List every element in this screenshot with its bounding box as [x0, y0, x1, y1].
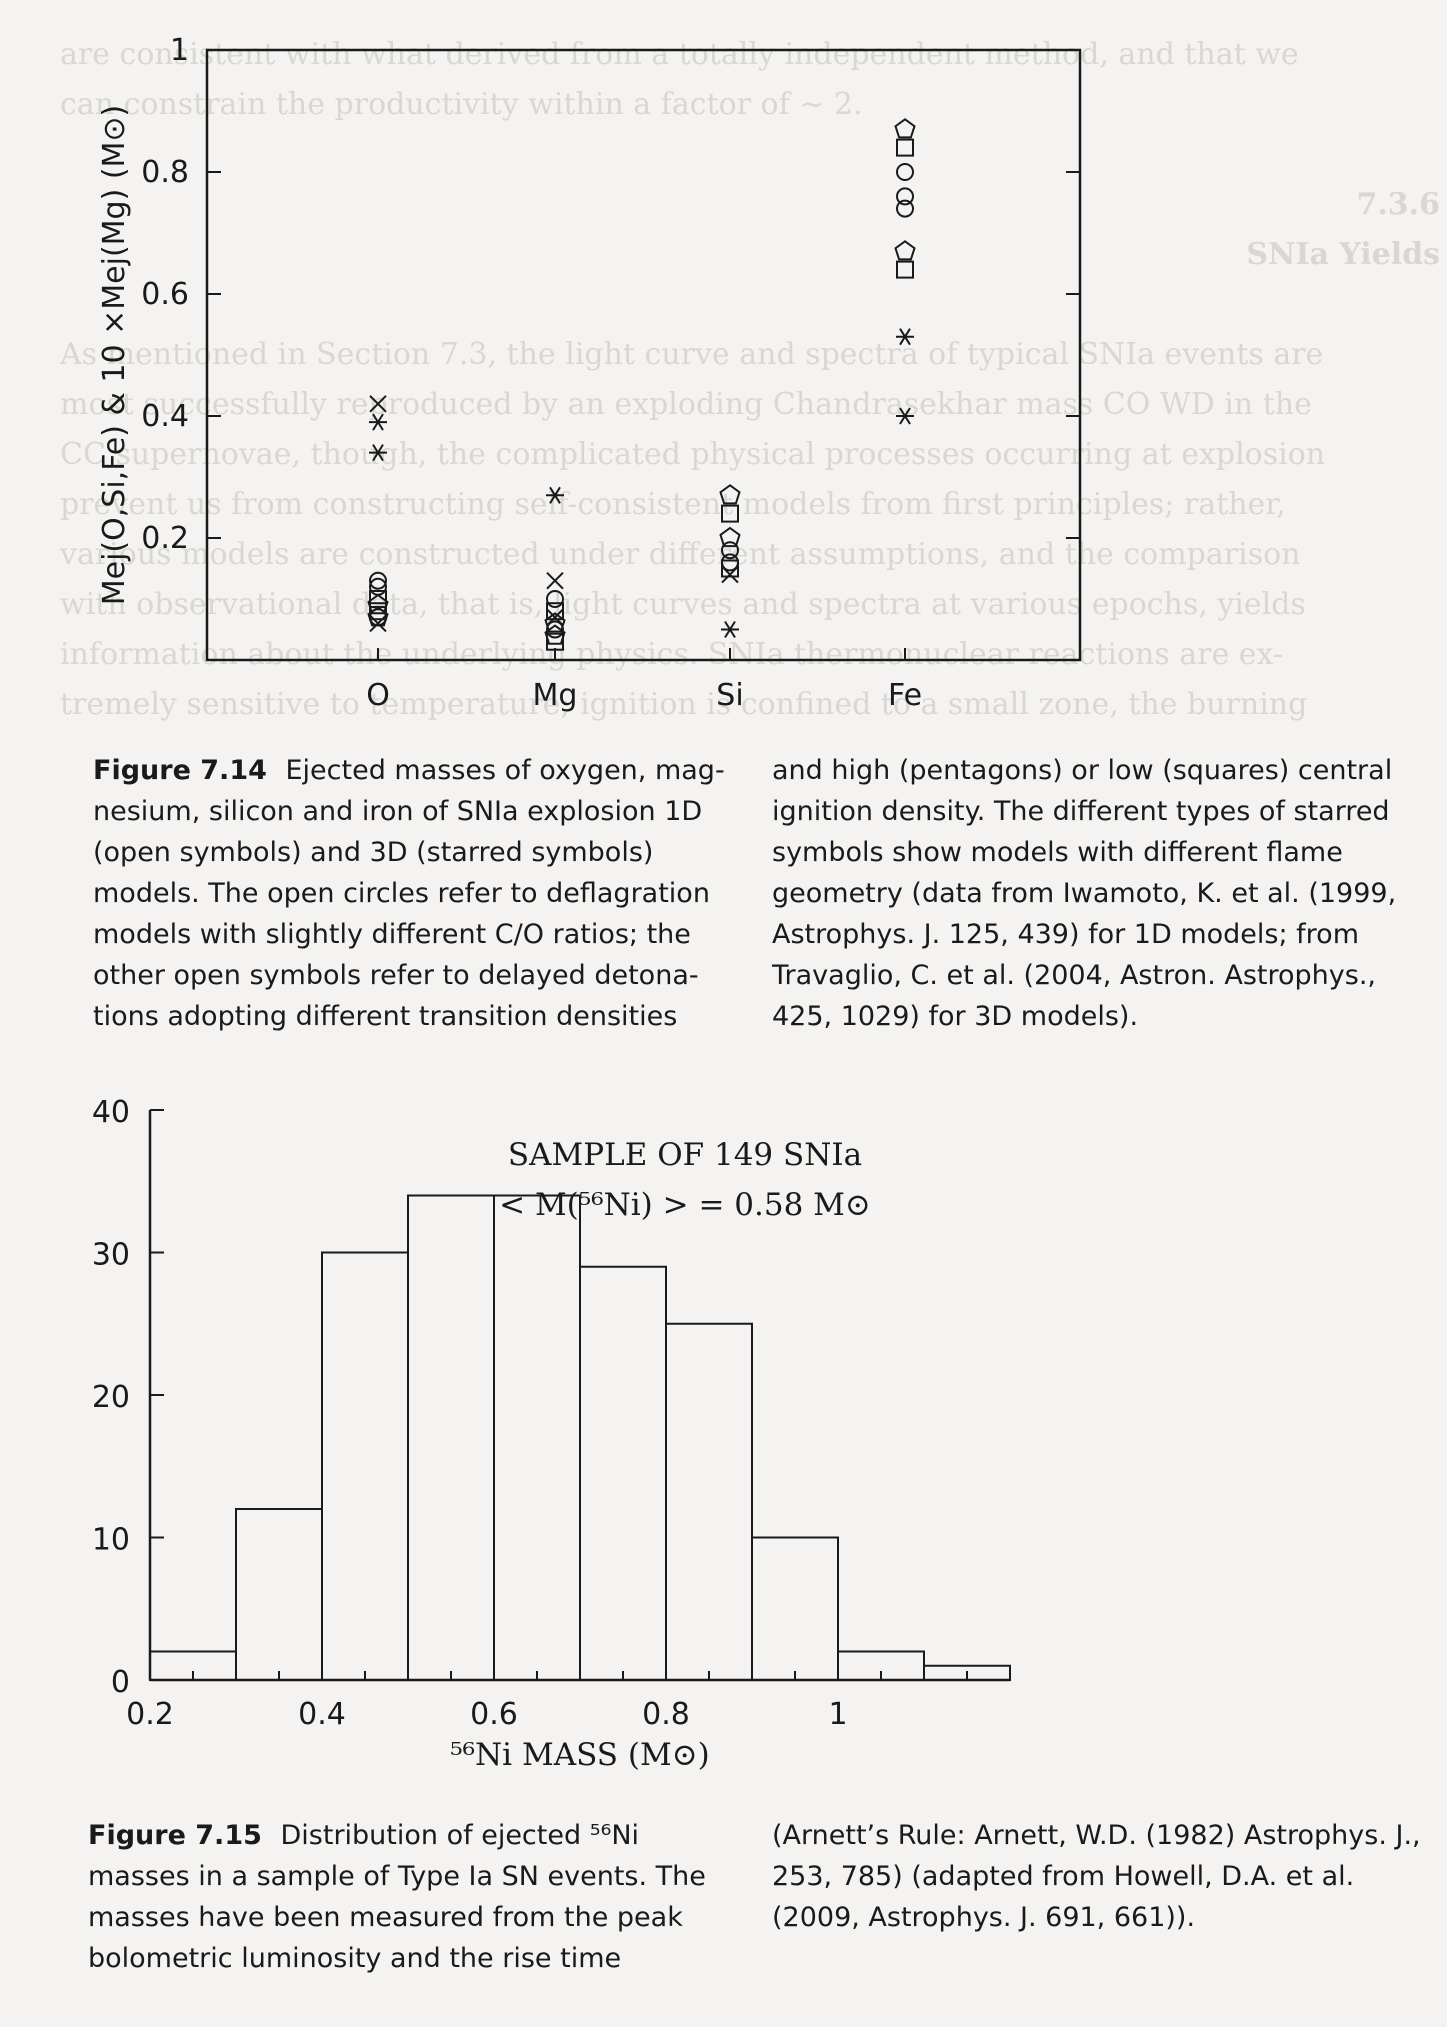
y-tick-label: 0.4: [141, 399, 189, 434]
histogram-bar: [751, 1536, 839, 1681]
circle-point: [546, 620, 564, 639]
star-point: [896, 328, 914, 346]
histogram-bar: [493, 1194, 581, 1681]
circle-point: [896, 187, 914, 206]
histogram-bar: [235, 1508, 323, 1681]
x-tick-label: Mg: [533, 678, 578, 713]
histogram-bar: [321, 1251, 409, 1681]
circle-point: [369, 571, 387, 590]
pentagon-point: [544, 624, 566, 645]
pentagon-point: [544, 612, 566, 633]
circle-point: [896, 163, 914, 181]
x-tick-label: Fe: [888, 678, 922, 713]
square-point: [896, 138, 914, 157]
histogram-bar: [923, 1664, 1011, 1681]
x-tick-label: 0.4: [298, 1697, 346, 1732]
figure-7-15-caption-right: (Arnett’s Rule: Arnett, W.D. (1982) Astr…: [772, 1815, 1432, 1938]
y-tick-label: 30: [92, 1238, 130, 1273]
square-point: [546, 602, 564, 621]
square-point: [721, 559, 739, 578]
pentagon-point: [367, 593, 389, 615]
figure-7-14-caption-left: Figure 7.14 Ejected masses of oxygen, ma…: [93, 750, 733, 1037]
star-point: [721, 620, 739, 639]
figure-7-14-caption-text-right: and high (pentagons) or low (squares) ce…: [772, 755, 1397, 1032]
y-tick-label: 0.6: [141, 277, 189, 312]
plot-frame: [205, 48, 1082, 662]
x-tick-label: 0.2: [126, 1697, 174, 1732]
square-point: [546, 632, 564, 651]
square-point: [721, 504, 739, 523]
circle-point: [896, 199, 914, 218]
y-tick-label: 0.2: [141, 521, 189, 556]
histogram-bar: [665, 1322, 753, 1681]
y-tick-label: 0.8: [141, 155, 189, 190]
pentagon-point: [719, 526, 741, 548]
cross-point: [546, 608, 564, 627]
x-tick-label: O: [366, 678, 390, 713]
circle-point: [546, 590, 564, 608]
star-point: [369, 444, 387, 462]
pentagon-point: [719, 484, 741, 505]
annotation-sample-size: SAMPLE OF 149 SNIa: [508, 1137, 862, 1173]
cross-point: [369, 395, 387, 413]
pentagon-point: [894, 118, 916, 139]
y-tick-label: 20: [92, 1380, 130, 1415]
y-tick-label: 0: [111, 1665, 130, 1700]
figure-7-15-chart: 0 10 20 30 40 0.2 0.4 0.6 0.8 1 SAMPLE OF 149 SNIa…: [92, 1095, 1011, 1773]
x-tick-label: 1: [828, 1697, 847, 1732]
figure-7-15-label: Figure 7.15: [88, 1820, 262, 1851]
y-axis-label: Mej(O,Si,Fe) & 10 ×Mej(Mg) (M⊙): [97, 105, 132, 606]
star-point: [546, 486, 564, 504]
annotation-mean-mass: < M(⁵⁶Ni) > = 0.58 M⊙: [499, 1187, 871, 1223]
square-point: [369, 602, 387, 621]
cross-point: [546, 571, 564, 590]
x-tick-label: Si: [716, 678, 743, 713]
pentagon-point: [367, 606, 389, 627]
figure-7-14-caption-right: and high (pentagons) or low (squares) ce…: [772, 750, 1432, 1037]
y-tick-label: 1: [170, 33, 189, 68]
star-point: [369, 413, 387, 431]
circle-point: [721, 541, 739, 560]
figure-7-15-caption-left: Figure 7.15 Distribution of ejected ⁵⁶Ni…: [88, 1815, 748, 1979]
x-tick-label: 0.6: [470, 1697, 518, 1732]
histogram-bar: [579, 1265, 667, 1681]
star-point: [896, 407, 914, 425]
y-tick-label: 40: [92, 1095, 130, 1130]
figure-7-15-caption-text-left: Distribution of ejected ⁵⁶Ni masses in a…: [88, 1820, 706, 1974]
figure-7-14-label: Figure 7.14: [93, 755, 267, 786]
histogram-bar: [407, 1194, 495, 1681]
pentagon-point: [894, 240, 916, 261]
figure-7-14-chart: 0.2 0.4 0.6 0.8 1 O Mg Si Fe Mej(O,Si,Fe) & 10 ×M…: [97, 33, 1082, 713]
square-point: [896, 260, 914, 279]
cross-point: [369, 614, 387, 633]
figure-7-14-caption-text-left: Ejected masses of oxygen, mag- nesium, s…: [93, 755, 725, 1032]
figure-7-15-caption-text-right: (Arnett’s Rule: Arnett, W.D. (1982) Astr…: [772, 1820, 1421, 1933]
x-tick-label: 0.8: [642, 1697, 690, 1732]
x-axis-label: ⁵⁶Ni MASS (M⊙): [450, 1737, 710, 1773]
cross-point: [721, 565, 739, 584]
y-tick-label: 10: [92, 1523, 130, 1558]
